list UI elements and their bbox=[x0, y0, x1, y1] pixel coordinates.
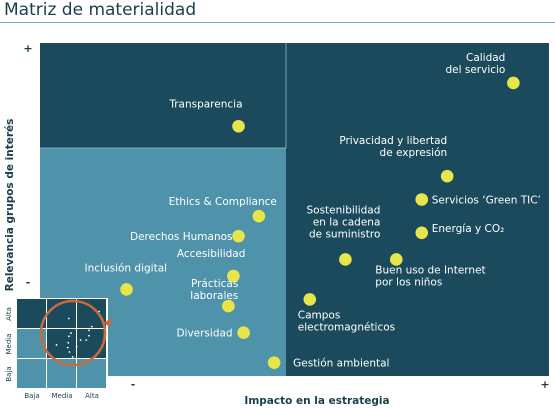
inset-highlight-ring bbox=[39, 299, 107, 367]
inset-point bbox=[71, 355, 74, 358]
point-label-sostenibilidad-en-la-cadena-de-suministro: Sostenibilidad en la cadena de suministro bbox=[307, 204, 381, 240]
point-label-derechos-humanos: Derechos Humanos bbox=[130, 231, 233, 243]
inset-cell bbox=[77, 299, 106, 328]
point-label-buen-uso-de-internet-por-los-ninos: Buen uso de Internet por los niños bbox=[375, 264, 485, 288]
point-label-servicios-green-tic: Servicios ‘Green TIC’ bbox=[432, 195, 541, 207]
inset-x-label: Baja bbox=[24, 392, 39, 400]
quadrant-high-impact bbox=[286, 148, 549, 376]
point-campos-electromagneticos bbox=[303, 293, 317, 306]
point-accesibilidad bbox=[227, 269, 240, 283]
point-label-inclusion-digital: Inclusión digital bbox=[85, 262, 168, 274]
point-sostenibilidad-en-la-cadena-de-suministro bbox=[339, 253, 352, 266]
point-label-accesibilidad: Accesibilidad bbox=[177, 248, 246, 260]
point-energia-y-co bbox=[415, 226, 429, 240]
point-diversidad bbox=[237, 326, 250, 340]
inset-cell bbox=[77, 329, 106, 358]
inset-y-label: Media bbox=[5, 333, 13, 354]
inset-x-label: Alta bbox=[85, 392, 99, 400]
quadrant-high-relevance bbox=[40, 43, 549, 148]
point-privacidad-y-libertad-de-expresion bbox=[440, 169, 454, 183]
point-label-calidad-del-servicio: Calidad del servicio bbox=[445, 52, 505, 76]
inset-arrow-icon bbox=[104, 318, 113, 327]
point-inclusion-digital bbox=[120, 283, 133, 296]
inset-y-label: Alta bbox=[5, 307, 13, 321]
point-buen-uso-de-internet-por-los-ninos bbox=[390, 253, 403, 266]
inset-point bbox=[79, 339, 82, 341]
inset-point bbox=[85, 339, 88, 341]
y-tick-low: - bbox=[26, 276, 31, 289]
point-transparencia bbox=[232, 119, 245, 133]
title-divider bbox=[0, 22, 555, 23]
points-layer: Calidad del servicio Transparencia Privacid… bbox=[85, 52, 541, 370]
inset-point bbox=[66, 346, 69, 349]
inset-point bbox=[67, 335, 70, 338]
point-label-energia-y-co: Energía y CO₂ bbox=[432, 223, 505, 235]
inset-point bbox=[75, 345, 78, 348]
point-label-transparencia: Transparencia bbox=[168, 98, 242, 110]
inset-point bbox=[90, 325, 93, 328]
y-tick-high: + bbox=[23, 42, 32, 55]
inset-mini-matrix: Baja Media Alta Alta Media Baja bbox=[5, 298, 113, 400]
inset-cell bbox=[17, 299, 46, 328]
inset-point bbox=[88, 334, 90, 337]
point-label-campos-electromagneticos: Campos electromagnéticos bbox=[298, 309, 395, 333]
point-ethics-compliance bbox=[252, 209, 266, 223]
inset-point bbox=[88, 329, 90, 332]
y-axis-title: Relevancia grupos de interés bbox=[4, 119, 16, 292]
x-tick-low: - bbox=[131, 378, 136, 391]
page-title: Matriz de materialidad bbox=[4, 0, 197, 20]
point-derechos-humanos bbox=[232, 229, 245, 243]
point-practicas-laborales bbox=[222, 299, 235, 313]
point-calidad-del-servicio bbox=[507, 76, 520, 90]
inset-point bbox=[55, 344, 58, 346]
point-label-gestion-ambiental: Gestión ambiental bbox=[293, 358, 389, 370]
point-label-diversidad: Diversidad bbox=[176, 328, 232, 340]
point-servicios-green-tic bbox=[415, 193, 429, 206]
inset-x-label: Media bbox=[51, 392, 72, 400]
inset-y-label: Baja bbox=[5, 366, 13, 381]
x-axis-title: Impacto en la estrategia bbox=[244, 395, 389, 407]
x-tick-high: + bbox=[540, 378, 549, 391]
inset-point bbox=[67, 317, 70, 320]
point-label-practicas-laborales: Prácticas laborales bbox=[190, 278, 238, 302]
inset-point bbox=[67, 341, 70, 344]
inset-cell bbox=[17, 359, 46, 388]
point-label-privacidad-y-libertad-de-expresion: Privacidad y libertad de expresión bbox=[339, 135, 447, 159]
point-label-ethics-compliance: Ethics & Compliance bbox=[169, 196, 277, 208]
point-gestion-ambiental bbox=[267, 356, 281, 369]
inset-point bbox=[68, 351, 71, 353]
inset-point bbox=[70, 332, 72, 334]
